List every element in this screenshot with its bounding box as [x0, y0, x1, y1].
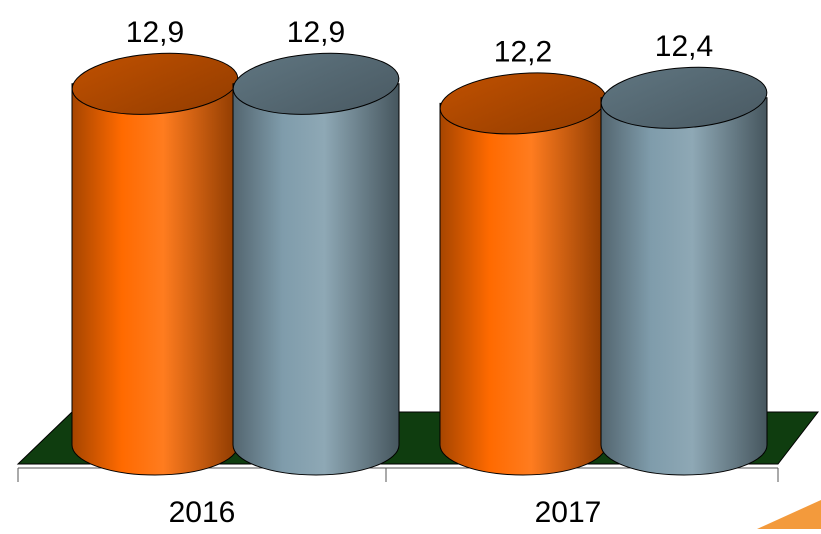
bar-2016-series-1: [71, 52, 239, 476]
bar-2017-series-2: [600, 66, 768, 476]
corner-accent-decoration: [757, 500, 821, 529]
x-tick-labels: 2016 2017: [169, 496, 602, 529]
bars: [71, 52, 768, 476]
data-label: 12,2: [494, 35, 552, 68]
data-label: 12,9: [126, 16, 184, 49]
data-label: 12,4: [655, 30, 713, 63]
cylinder-body: [600, 97, 768, 476]
data-labels: 12,9 12,9 12,2 12,4: [126, 16, 713, 69]
bar-2016-series-2: [232, 52, 400, 476]
data-label: 12,9: [287, 16, 345, 49]
bar-2017-series-1: [439, 72, 607, 476]
x-tick-label: 2016: [169, 496, 236, 529]
cylinder-top: [232, 52, 400, 115]
cylinder-top: [600, 66, 768, 129]
cylinder-body: [232, 83, 400, 476]
cylinder-body: [439, 102, 607, 476]
cylinder-body: [71, 83, 239, 476]
x-tick-label: 2017: [535, 496, 602, 529]
